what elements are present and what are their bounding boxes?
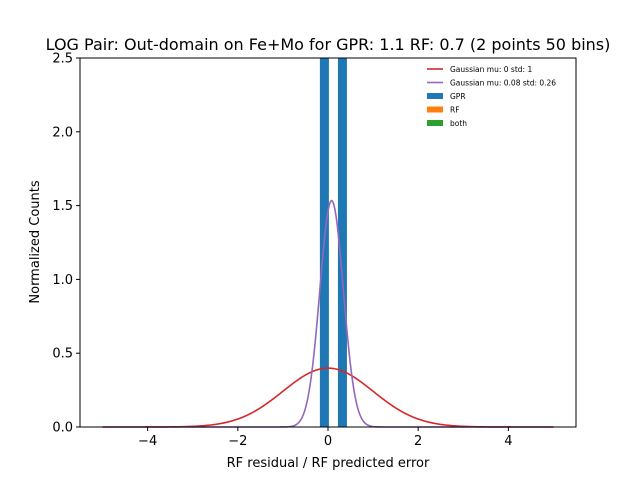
y-tick-label: 0.5	[52, 347, 73, 362]
gpr-bar-2	[337, 58, 347, 427]
x-tick-label: −2	[228, 434, 247, 449]
legend-patch-swatch	[427, 106, 443, 113]
legend-label: both	[450, 119, 467, 128]
y-tick-label: 1.0	[52, 273, 73, 288]
chart-title: LOG Pair: Out-domain on Fe+Mo for GPR: 1…	[46, 35, 611, 54]
legend-label: Gaussian mu: 0.08 std: 0.26	[450, 79, 556, 88]
y-tick-label: 2.5	[52, 52, 73, 67]
y-tick-label: 1.5	[52, 199, 73, 214]
legend-patch-swatch	[427, 93, 443, 99]
x-tick-label: −4	[138, 434, 157, 449]
y-tick-label: 2.0	[52, 125, 73, 140]
x-tick-label: 4	[504, 434, 512, 449]
legend-label: RF	[450, 106, 460, 115]
x-axis: −4 −2 0 2 4	[138, 427, 513, 449]
y-tick-label: 0.0	[52, 421, 73, 436]
legend-label: Gaussian mu: 0 std: 1	[450, 65, 532, 74]
x-axis-label: RF residual / RF predicted error	[227, 456, 430, 471]
y-axis: 0.0 0.5 1.0 1.5 2.0 2.5	[52, 52, 80, 436]
legend: Gaussian mu: 0 std: 1 Gaussian mu: 0.08 s…	[427, 65, 556, 128]
x-tick-label: 0	[324, 434, 332, 449]
y-axis-label: Normalized Counts	[28, 180, 43, 303]
legend-patch-swatch	[427, 120, 443, 126]
legend-label: GPR	[450, 92, 466, 101]
x-tick-label: 2	[414, 434, 422, 449]
